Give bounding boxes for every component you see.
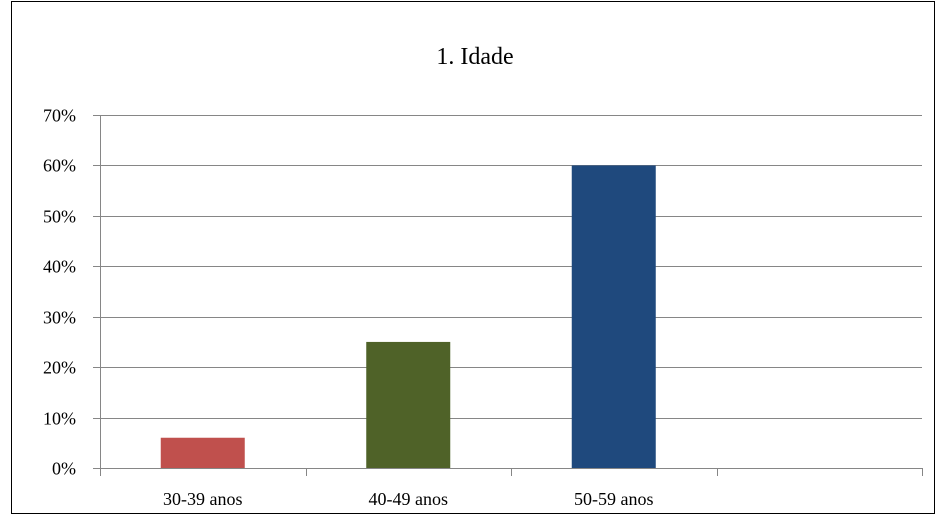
y-tick-label: 10% xyxy=(43,409,76,429)
y-tick-label: 20% xyxy=(43,358,76,378)
y-tick-label: 50% xyxy=(43,207,76,227)
bar xyxy=(160,437,245,468)
y-tick-label: 30% xyxy=(43,308,76,328)
x-tick-label: 30-39 anos xyxy=(163,489,243,509)
x-tick-label: 40-49 anos xyxy=(369,489,449,509)
y-tick-label: 40% xyxy=(43,257,76,277)
x-tick-label: 50-59 anos xyxy=(574,489,654,509)
chart-title: 1. Idade xyxy=(436,44,513,70)
bar xyxy=(366,341,451,468)
bars xyxy=(160,165,656,468)
x-axis-ticks: 30-39 anos 40-49 anos 50-59 anos xyxy=(163,489,654,509)
gridlines xyxy=(100,115,922,419)
y-tick-label: 60% xyxy=(43,156,76,176)
axes xyxy=(93,115,923,476)
y-tick-label: 0% xyxy=(52,459,76,479)
y-axis-ticks: 0% 10% 20% 30% 40% 50% 60% 70% xyxy=(43,106,76,479)
chart-frame xyxy=(11,1,935,514)
y-tick-label: 70% xyxy=(43,106,76,126)
bar xyxy=(571,165,656,468)
